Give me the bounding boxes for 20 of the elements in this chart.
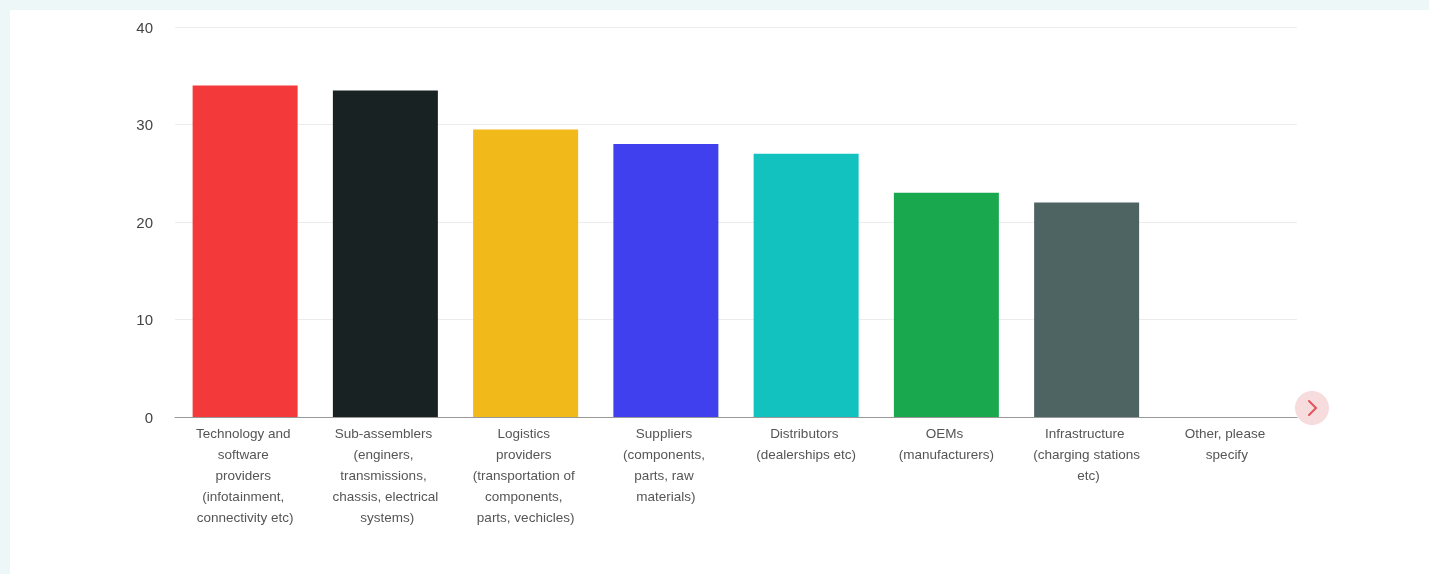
bar — [613, 144, 719, 417]
x-tick-label: Suppliers (components, parts, raw materials) — [623, 426, 709, 504]
bar — [1034, 202, 1140, 417]
y-tick-label: 20 — [136, 213, 153, 231]
x-tick-label: Other, please specify — [1184, 426, 1269, 462]
bar — [893, 192, 999, 417]
y-tick-label: 40 — [136, 18, 153, 36]
y-tick-label: 30 — [136, 116, 153, 133]
x-tick-label: Sub-assemblers (enginers, transmissions, chassis, electrical systems) — [332, 426, 439, 525]
bar — [332, 90, 438, 417]
x-tick-label: OEMs (manufacturers) — [898, 426, 995, 462]
x-tick-label: Distributors (dealerships etc) — [756, 426, 857, 462]
y-tick-label: 10 — [136, 311, 153, 328]
x-tick-label: Infrastructure (charging stations etc) — [1033, 426, 1141, 483]
x-tick-label: Logistics providers (transportation of components, parts, vechicles) — [472, 426, 579, 525]
bar — [753, 153, 859, 417]
bar — [473, 129, 579, 417]
x-tick-label: Technology and software providers (infotainment, connectivity etc) — [195, 426, 295, 525]
y-tick-label: 0 — [144, 408, 153, 426]
bar — [192, 85, 298, 417]
